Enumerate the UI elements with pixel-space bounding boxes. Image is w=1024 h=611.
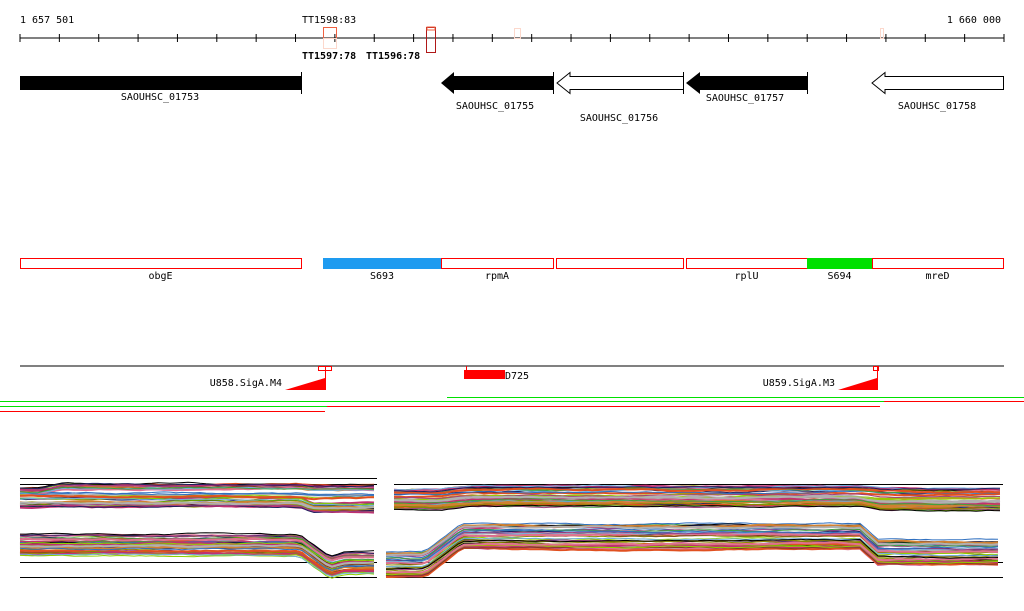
svg-text:SAOUHSC_01755: SAOUHSC_01755 xyxy=(456,101,534,112)
profile-line xyxy=(385,545,999,577)
profile-line xyxy=(19,482,375,490)
promoter-U859[interactable]: U859.SigA.M3 xyxy=(763,366,879,390)
coordinate-ruler: 1 657 501 1 660 000 TT1598:83 TT1597:78 … xyxy=(19,15,1005,62)
profile-line xyxy=(20,503,375,513)
profile-line xyxy=(385,528,999,560)
gene-SAOUHSC_01757[interactable]: SAOUHSC_01757 xyxy=(686,72,808,104)
profile-line xyxy=(19,547,375,571)
marker-label-top[interactable]: TT1598:83 xyxy=(302,15,356,26)
profile-line xyxy=(19,549,375,575)
site-marker[interactable] xyxy=(514,28,521,39)
gene-track: SAOUHSC_01753 SAOUHSC_01755 SAOUHSC_0175… xyxy=(20,71,1004,124)
regulatory-track: U858.SigA.M4 D725 U859.SigA.M3 xyxy=(20,365,1004,390)
marker-label-bottom-a[interactable]: TT1597:78 xyxy=(302,51,356,62)
svg-text:U859.SigA.M3: U859.SigA.M3 xyxy=(763,378,835,389)
svg-text:SAOUHSC_01756: SAOUHSC_01756 xyxy=(580,113,658,124)
svg-text:rpmA: rpmA xyxy=(485,271,509,282)
segment-S694[interactable]: S694 xyxy=(807,258,873,283)
profile-line xyxy=(394,498,1001,507)
site-marker[interactable] xyxy=(880,28,884,39)
site-marker[interactable] xyxy=(426,27,436,53)
profile-line xyxy=(385,537,999,568)
profile-line xyxy=(19,486,375,494)
svg-text:U858.SigA.M4: U858.SigA.M4 xyxy=(210,378,282,389)
svg-text:SAOUHSC_01758: SAOUHSC_01758 xyxy=(898,101,976,112)
expression-profile-plot xyxy=(19,478,1003,579)
ruler-end: 1 660 000 xyxy=(947,15,1001,26)
profile-line xyxy=(393,486,1001,493)
profile-line xyxy=(393,487,1001,495)
segment-rpmA[interactable]: rpmA xyxy=(441,258,554,283)
profile-line xyxy=(20,553,375,578)
segment-S693[interactable]: S693 xyxy=(323,258,442,283)
profile-line xyxy=(19,491,375,497)
profile-line xyxy=(19,481,374,489)
svg-text:obgE: obgE xyxy=(148,271,172,282)
ruler-start: 1 657 501 xyxy=(20,15,74,26)
profile-line xyxy=(393,495,1001,504)
profile-line xyxy=(19,504,375,514)
segment-rplU[interactable]: rplU xyxy=(686,258,808,283)
promoter-U858[interactable]: U858.SigA.M4 xyxy=(210,366,332,390)
site-marker[interactable] xyxy=(323,38,337,49)
profile-line xyxy=(20,532,375,557)
transcript-track xyxy=(0,397,1024,412)
profile-line xyxy=(386,538,999,570)
segment-obgE[interactable]: obgE xyxy=(20,258,302,283)
segment-track: obgE S693 rpmA rplU S694 mreD xyxy=(20,258,1004,283)
gene-SAOUHSC_01753[interactable]: SAOUHSC_01753 xyxy=(20,72,302,103)
profile-line xyxy=(19,533,375,559)
marker-label-bottom-b[interactable]: TT1596:78 xyxy=(366,51,420,62)
profile-line xyxy=(394,500,1000,508)
profile-line xyxy=(19,542,375,565)
site-marker xyxy=(426,26,436,31)
svg-text:D725: D725 xyxy=(505,371,529,382)
profile-line xyxy=(393,504,1001,512)
profile-line xyxy=(19,492,375,496)
profile-line xyxy=(19,537,375,562)
profile-line xyxy=(19,551,375,577)
svg-text:SAOUHSC_01757: SAOUHSC_01757 xyxy=(706,93,784,104)
terminator-D725[interactable]: D725 xyxy=(464,366,529,382)
svg-text:mreD: mreD xyxy=(925,271,949,282)
profile-line xyxy=(19,486,375,494)
profile-line xyxy=(385,529,999,561)
segment-mreD[interactable]: mreD xyxy=(872,258,1004,283)
gene-SAOUHSC_01756[interactable]: SAOUHSC_01756 xyxy=(556,71,684,124)
profile-line xyxy=(19,544,375,568)
gene-SAOUHSC_01755[interactable]: SAOUHSC_01755 xyxy=(441,72,554,112)
svg-text:SAOUHSC_01753: SAOUHSC_01753 xyxy=(121,92,199,103)
profile-line xyxy=(385,525,999,557)
profile-line xyxy=(385,541,999,574)
gene-SAOUHSC_01758[interactable]: SAOUHSC_01758 xyxy=(871,71,1004,113)
profile-line xyxy=(19,494,375,501)
profile-line xyxy=(19,554,375,579)
profile-line xyxy=(385,522,999,553)
segment-unnamed[interactable] xyxy=(556,258,684,269)
svg-text:S694: S694 xyxy=(827,271,851,282)
profile-line xyxy=(393,484,1001,491)
profile-line xyxy=(385,544,999,576)
profile-line xyxy=(393,491,1001,499)
profile-line xyxy=(19,497,375,507)
svg-text:S693: S693 xyxy=(370,271,394,282)
svg-text:rplU: rplU xyxy=(734,271,758,282)
profile-line xyxy=(19,501,375,510)
